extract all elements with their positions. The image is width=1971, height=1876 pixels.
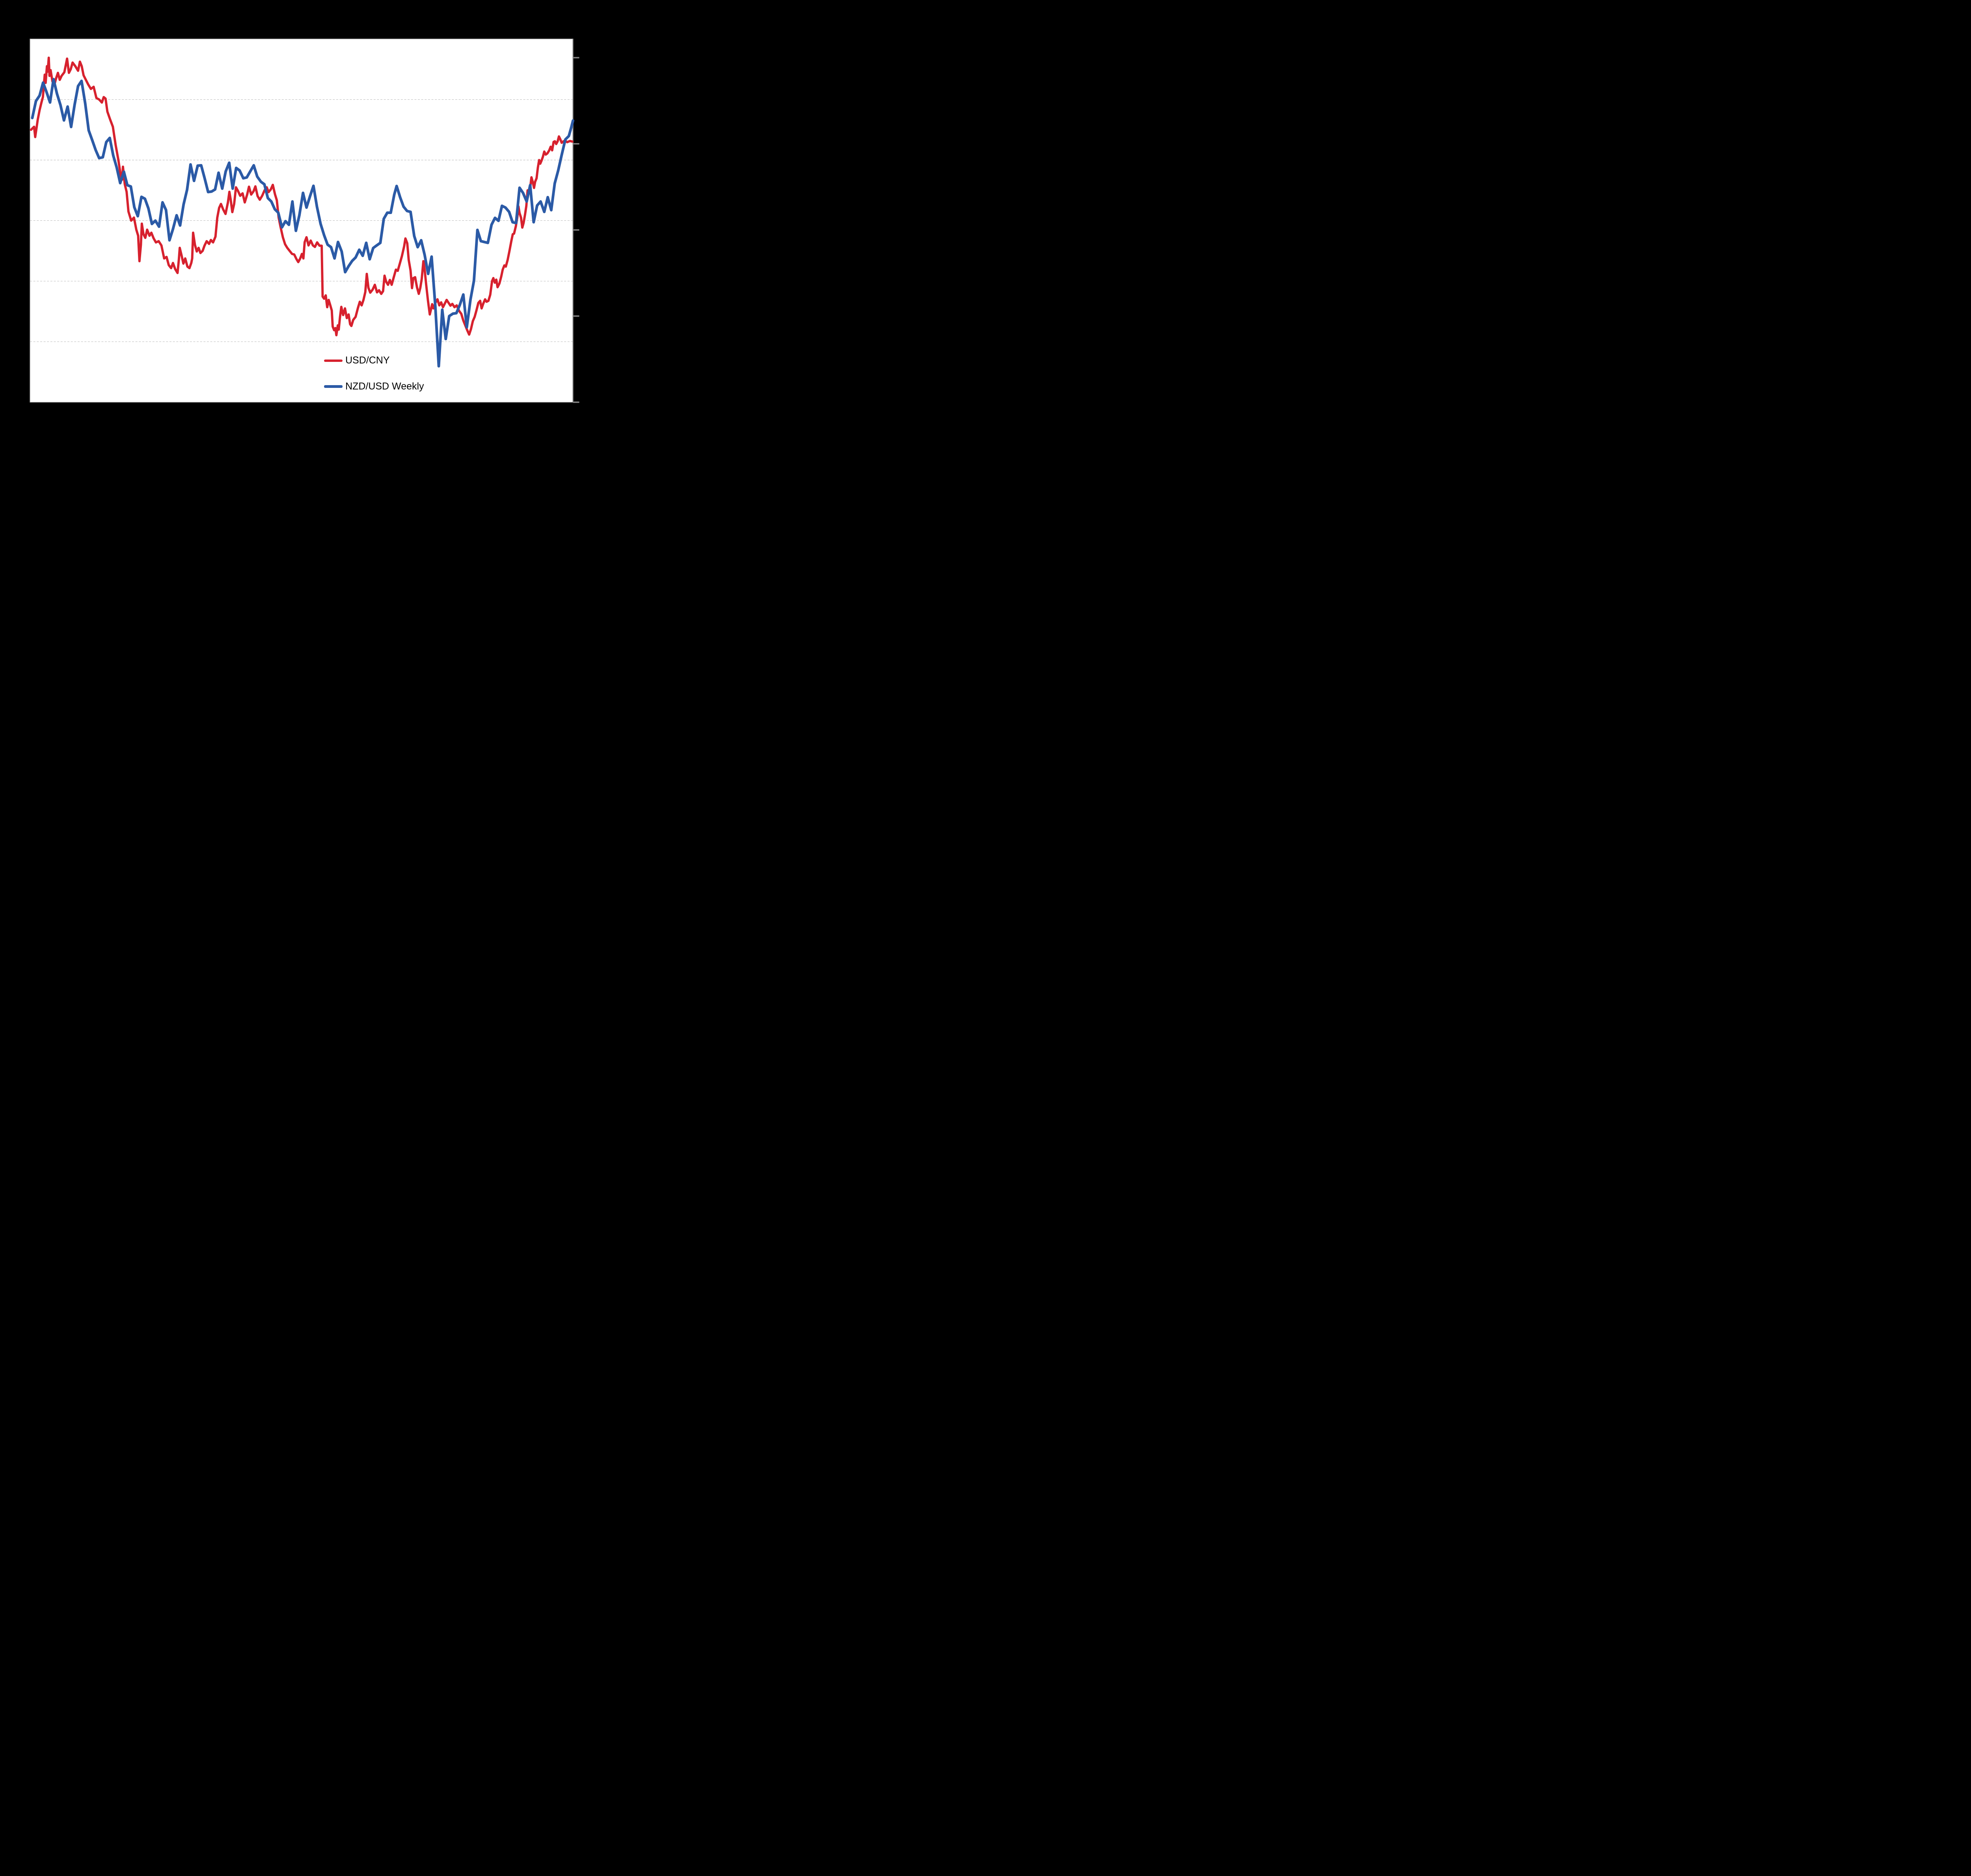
y-left-label-7.40: 7.40	[0, 397, 20, 408]
x-label-Apr-18: Apr-18	[61, 410, 91, 421]
y-left-label-7.20: 7.20	[0, 336, 20, 347]
y-left-label-7.00: 7.00	[0, 276, 20, 287]
nzdusd-line-swatch-icon	[324, 385, 343, 388]
legend: USD/CNY NZD/USD Weekly	[324, 354, 424, 406]
legend-label-nzdusd: NZD/USD Weekly	[345, 381, 424, 392]
x-label-Jul-18: Jul-18	[108, 410, 135, 421]
legend-label-usdcny: USD/CNY	[345, 355, 390, 366]
x-label-Oct-18: Oct-18	[153, 410, 182, 421]
y-left-label-6.20: 6.20	[0, 34, 20, 45]
y-left-label-6.60: 6.60	[0, 155, 20, 166]
y-right-label-0.5500: 0.5500	[582, 397, 609, 408]
x-label-Jan-20: Jan-20	[382, 410, 412, 421]
x-label-Jul-20: Jul-20	[474, 410, 501, 421]
legend-item-nzdusd: NZD/USD Weekly	[324, 380, 424, 393]
chart-title: USD/CNY - NZD/USD	[227, 9, 381, 25]
x-label-Apr-19: Apr-19	[244, 410, 274, 421]
series-line-usd-cny	[30, 56, 574, 337]
x-label-Jan-18: Jan-18	[15, 410, 45, 421]
x-label-Apr-20: Apr-20	[427, 410, 457, 421]
series-line-nzd-usd-weekly	[31, 78, 575, 368]
x-label-Oct-20: Oct-20	[519, 410, 549, 421]
legend-item-usdcny: USD/CNY	[324, 354, 424, 367]
x-label-Oct-19: Oct-19	[336, 410, 365, 421]
plot-area	[30, 39, 573, 402]
y-left-label-6.40: 6.40	[0, 94, 20, 105]
y-left-label-6.80: 6.80	[0, 215, 20, 226]
x-label-Jan-19: Jan-19	[199, 410, 229, 421]
x-label-Jul-19: Jul-19	[291, 410, 318, 421]
usdcny-line-swatch-icon	[324, 359, 343, 362]
